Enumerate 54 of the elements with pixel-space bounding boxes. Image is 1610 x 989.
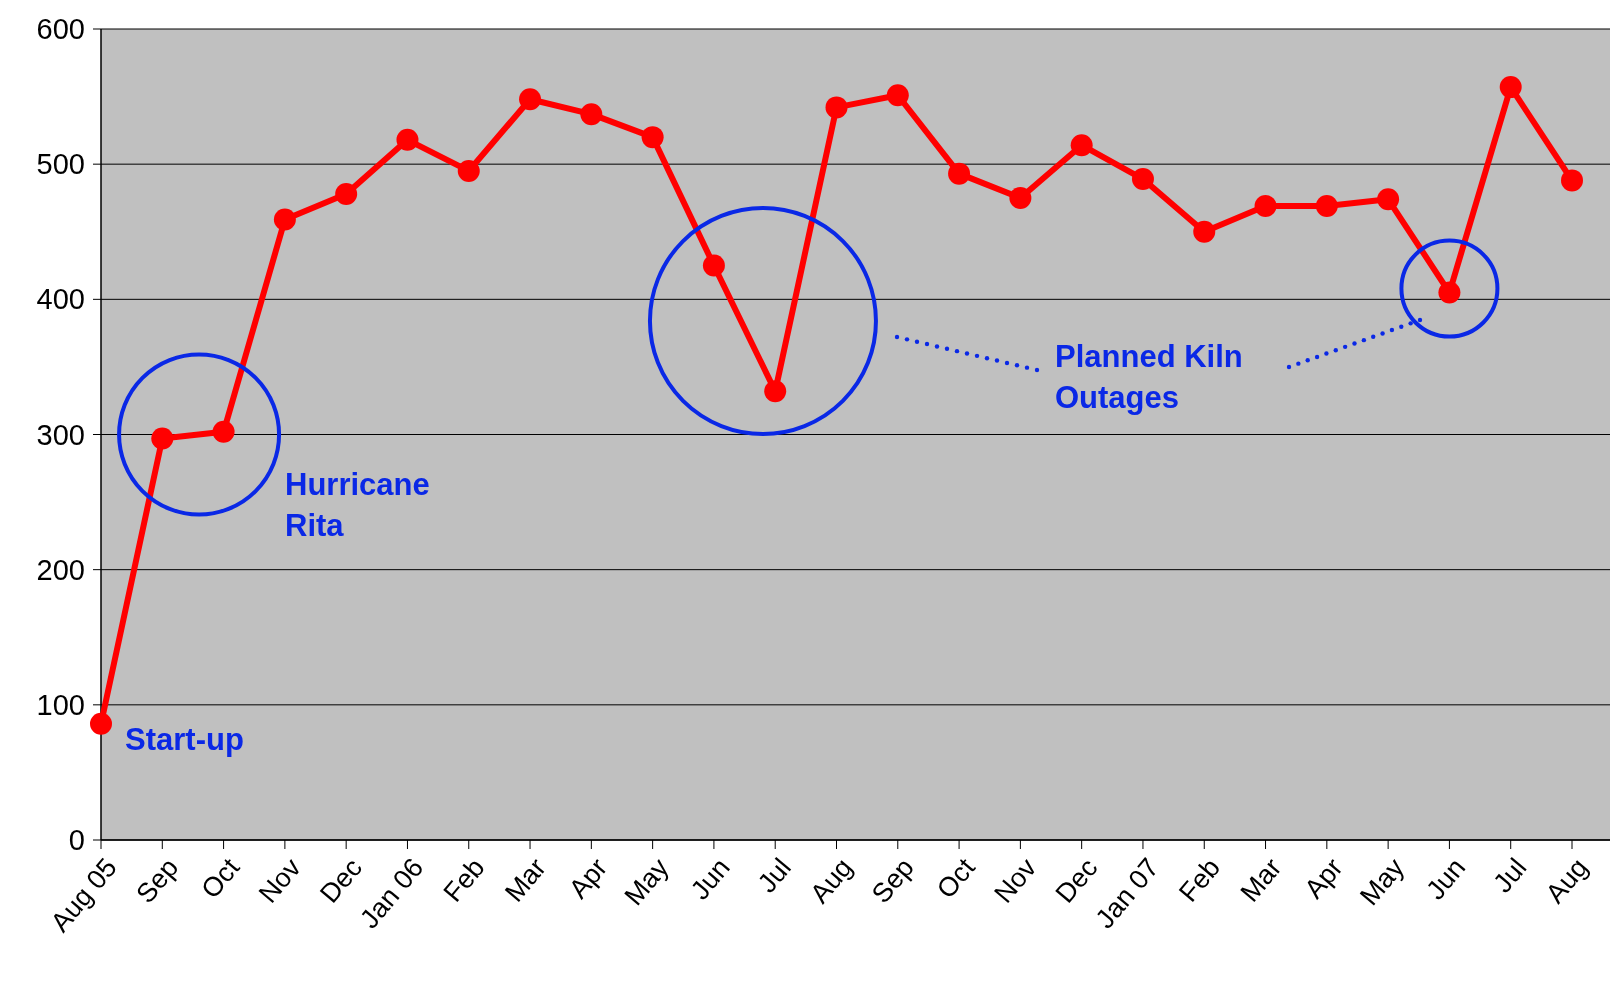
y-tick-label: 300	[36, 418, 85, 451]
y-tick-label: 200	[36, 553, 85, 586]
point	[764, 380, 787, 403]
y-tick-label: 100	[36, 688, 85, 721]
point	[90, 712, 112, 735]
x-tick-label: Sep	[130, 852, 185, 909]
point	[580, 103, 603, 126]
point	[273, 208, 296, 231]
x-tick-label: Nov	[252, 852, 308, 909]
x-tick-label: Feb	[1173, 852, 1227, 908]
point	[396, 128, 419, 151]
point	[1009, 186, 1032, 209]
x-tick-label: Aug	[1539, 852, 1594, 909]
x-tick-label: Oct	[195, 852, 246, 905]
point	[1131, 168, 1154, 191]
point	[702, 254, 725, 277]
point	[1377, 188, 1400, 211]
x-tick-label: Dec	[1049, 852, 1104, 909]
annotation: Start-up	[125, 722, 244, 757]
point	[1070, 134, 1093, 157]
x-tick-label: Mar	[1234, 852, 1288, 908]
point	[1438, 281, 1461, 304]
y-tick-label: 600	[36, 13, 85, 46]
point	[1254, 195, 1277, 218]
point	[1315, 195, 1338, 218]
point	[1499, 76, 1522, 99]
point	[519, 88, 542, 111]
x-tick-label: Sep	[865, 852, 920, 909]
point	[212, 420, 235, 443]
point	[457, 159, 480, 182]
point	[1193, 220, 1216, 243]
x-tick-label: Jun	[1420, 852, 1472, 906]
x-tick-label: Jul	[1487, 852, 1533, 899]
annotation: Planned Kiln Outages	[1055, 339, 1243, 415]
x-tick-label: Feb	[437, 852, 491, 908]
x-tick-label: Jul	[751, 852, 798, 899]
x-tick-label: Jun	[684, 852, 736, 906]
x-tick-label: Apr	[1298, 852, 1349, 905]
annotation: Hurricane Rita	[285, 467, 430, 543]
point	[335, 182, 358, 205]
point	[641, 126, 664, 149]
point	[886, 84, 909, 107]
x-tick-label: Nov	[988, 852, 1043, 909]
point	[948, 162, 971, 185]
x-tick-label: Aug	[804, 852, 859, 909]
x-tick-label: Oct	[930, 852, 982, 905]
y-tick-label: 500	[36, 148, 85, 181]
x-tick-label: Dec	[314, 852, 368, 909]
y-tick-label: 400	[36, 283, 85, 316]
x-tick-label: Mar	[499, 852, 552, 908]
x-tick-label: Apr	[563, 852, 614, 905]
point	[1561, 169, 1583, 192]
point	[151, 427, 174, 450]
point	[825, 96, 848, 119]
